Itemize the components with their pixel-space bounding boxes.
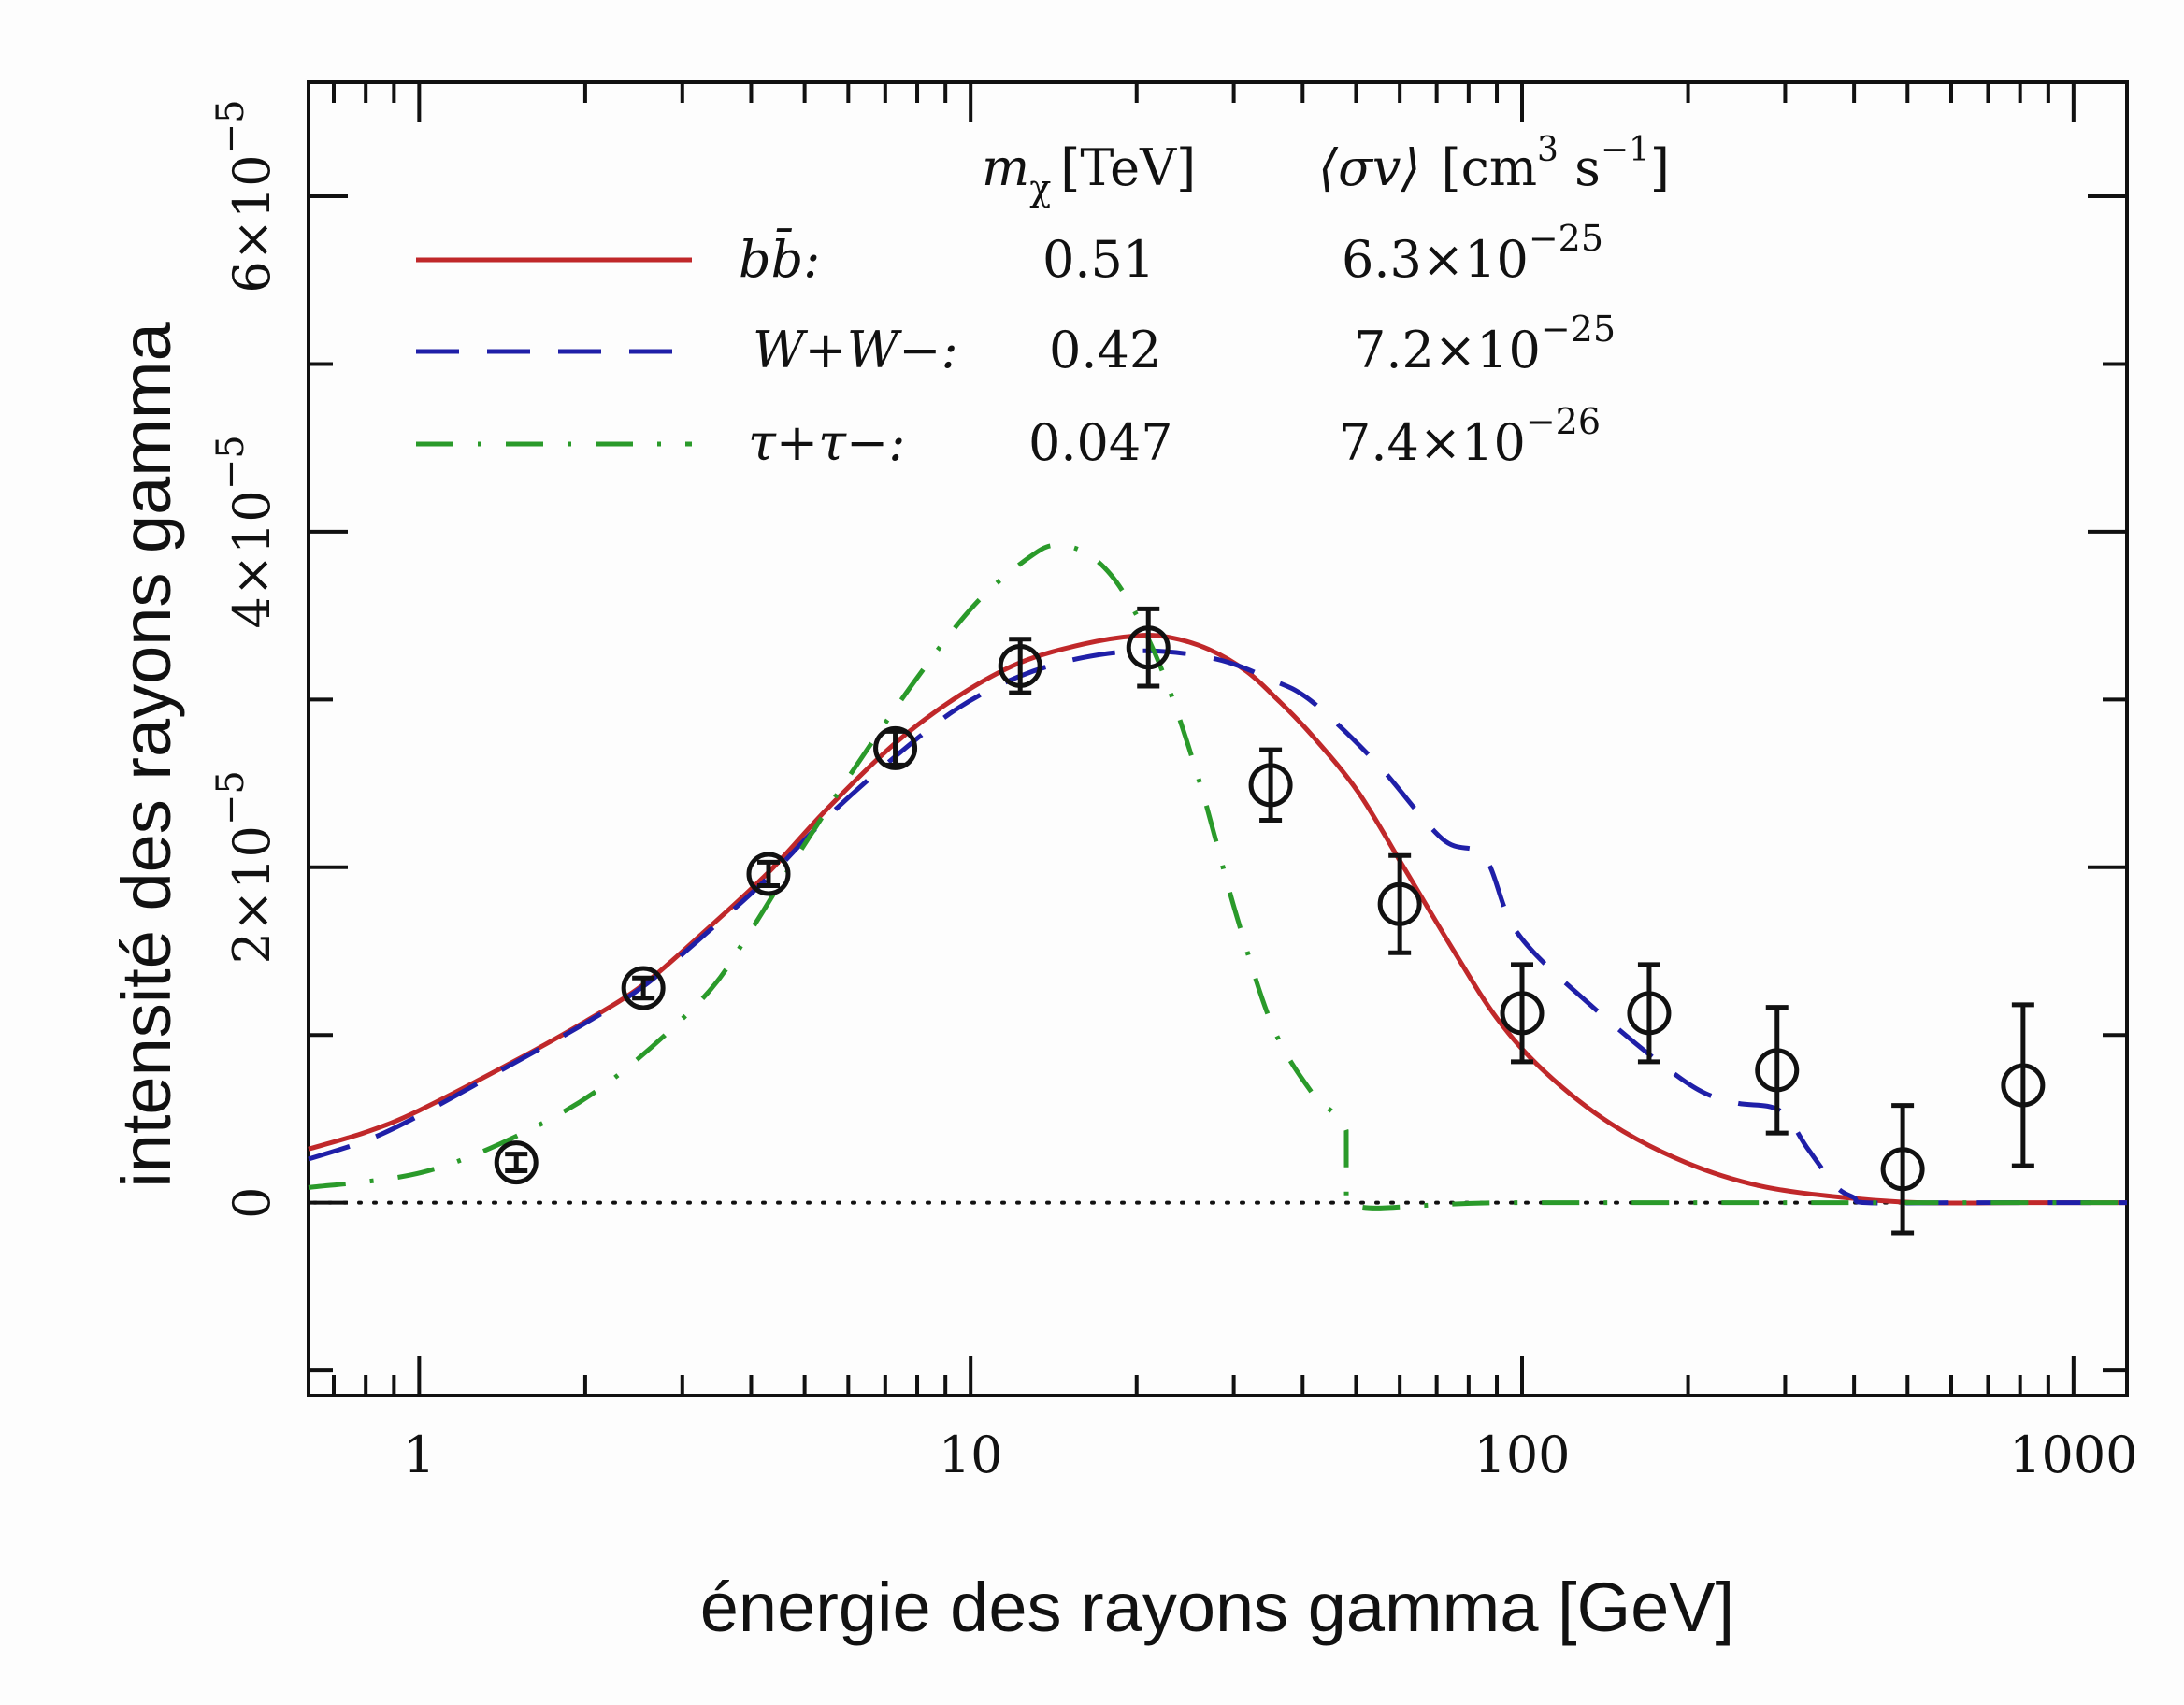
x-axis-label: énergie des rayons gamma [GeV] xyxy=(700,1569,1734,1646)
legend-mass: 0.42 xyxy=(1049,321,1161,380)
data-marker xyxy=(1755,1048,1800,1093)
x-tick-label: 1 xyxy=(403,1426,435,1484)
data-marker xyxy=(621,966,666,1010)
data-marker xyxy=(1377,881,1422,926)
series-line-ww xyxy=(308,648,2127,1206)
legend-sigmav: 6.3×10−25 xyxy=(1342,218,1603,289)
data-marker xyxy=(1880,1147,1925,1192)
data-point xyxy=(2001,1002,2046,1168)
data-point xyxy=(1627,962,1672,1065)
data-marker xyxy=(1627,991,1672,1036)
legend-header-sigmav: ⟨σv⟩ [cm3 s−1] xyxy=(1318,131,1670,197)
data-point xyxy=(1500,962,1545,1065)
x-tick-label: 10 xyxy=(939,1426,1003,1484)
data-marker xyxy=(1248,763,1293,808)
data-point xyxy=(873,725,918,770)
x-tick-label: 1000 xyxy=(2009,1426,2137,1484)
data-marker xyxy=(1126,625,1171,670)
legend-header-mass: mχ [TeV] xyxy=(982,138,1196,208)
legend-mass: 0.047 xyxy=(1028,413,1173,472)
legend-entry-tautau: τ+τ−: 0.047 7.4×10−26 xyxy=(416,401,1601,472)
data-marker xyxy=(1500,991,1545,1036)
data-point xyxy=(998,637,1042,695)
data-point xyxy=(621,966,666,1010)
data-marker xyxy=(746,852,791,896)
legend-sigmav: 7.2×10−25 xyxy=(1354,308,1616,380)
legend-channel: bb̄: xyxy=(739,227,820,289)
data-marker xyxy=(2001,1063,2046,1108)
legend-channel: W+W−: xyxy=(753,321,958,380)
series-line-bb xyxy=(308,633,2127,1206)
data-marker xyxy=(873,725,918,770)
data-points xyxy=(494,606,2046,1236)
y-tick-label: 6×10−5 xyxy=(209,99,281,293)
legend-entry-bb: bb̄: 0.51 6.3×10−25 xyxy=(416,218,1603,289)
y-axis-label: intensité des rayons gamma xyxy=(108,322,185,1187)
legend-sigmav: 7.4×10−26 xyxy=(1339,401,1601,472)
data-point xyxy=(1755,1005,1800,1136)
data-point xyxy=(494,1140,539,1185)
y-tick-label: 4×10−5 xyxy=(209,435,281,628)
x-tick-label: 100 xyxy=(1473,1426,1570,1484)
data-marker xyxy=(494,1140,539,1185)
data-point xyxy=(1126,606,1171,689)
plot-frame xyxy=(307,80,2129,1397)
y-tick-label: 0 xyxy=(223,1186,281,1218)
axis-ticks xyxy=(309,82,2127,1396)
data-point xyxy=(1377,852,1422,955)
axis-tick-labels: 1 10 100 1000 0 2×10−5 4×10−5 6×10−5 xyxy=(209,99,2138,1484)
data-point xyxy=(1880,1103,1925,1236)
data-point xyxy=(1248,747,1293,824)
data-marker xyxy=(998,643,1042,688)
series-line-tautau xyxy=(308,542,2127,1211)
data-point xyxy=(746,852,791,896)
legend-mass: 0.51 xyxy=(1042,230,1155,289)
y-tick-label: 2×10−5 xyxy=(209,770,281,964)
legend: mχ [TeV] ⟨σv⟩ [cm3 s−1] bb̄: 0.51 6.3×10−2… xyxy=(416,131,1670,472)
model-curves xyxy=(308,542,2127,1211)
legend-entry-ww: W+W−: 0.42 7.2×10−25 xyxy=(416,308,1616,380)
legend-channel: τ+τ−: xyxy=(748,413,905,472)
